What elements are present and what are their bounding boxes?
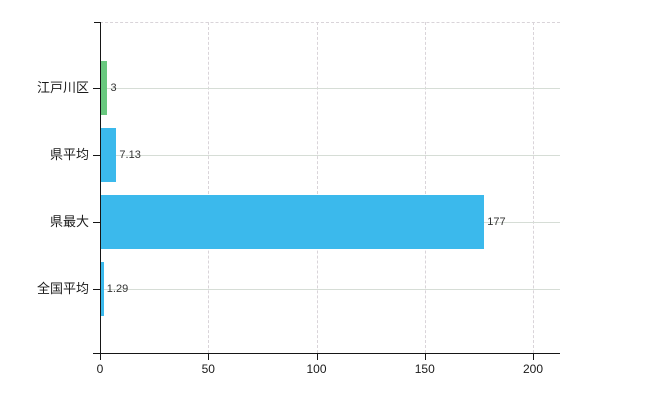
x-axis-tick-label: 50 [201,362,215,376]
x-axis-tick-label: 150 [414,362,435,376]
category-tick [93,222,100,223]
x-axis-tick-label: 100 [306,362,327,376]
category-tick [93,155,100,156]
bar[interactable] [101,61,108,115]
category-label: 全国平均 [36,281,89,296]
x-axis-tick [208,354,210,360]
vertical-gridline [316,22,318,353]
x-axis-tick [316,354,318,360]
vertical-gridline [424,22,426,353]
bar[interactable] [101,128,117,182]
x-axis-tick [100,354,101,360]
category-label: 県平均 [49,147,89,162]
vertical-gridline [208,22,210,353]
bar-value-label: 1.29 [106,283,129,295]
category-tick [93,88,100,89]
x-axis-tick [533,354,534,360]
bar-value-label: 177 [487,216,506,228]
x-axis-tick-label: 200 [522,362,544,376]
x-axis-tick-label: 0 [96,362,104,376]
bar-value-label: 3 [110,82,117,94]
horizontal-gridline [100,289,560,290]
horizontal-gridline [100,155,560,156]
bar[interactable] [101,195,485,249]
y-axis-top-tick [94,22,100,23]
x-axis-tick [424,354,426,360]
plot-top-border [100,22,560,23]
horizontal-gridline [100,88,560,89]
bar-value-label: 7.13 [119,149,141,161]
vertical-gridline [533,22,534,353]
category-tick [93,289,100,290]
x-axis [93,353,560,354]
category-label: 江戸川区 [36,80,89,95]
category-label: 県最大 [49,214,89,229]
bar[interactable] [101,262,104,316]
y-axis [100,22,101,354]
